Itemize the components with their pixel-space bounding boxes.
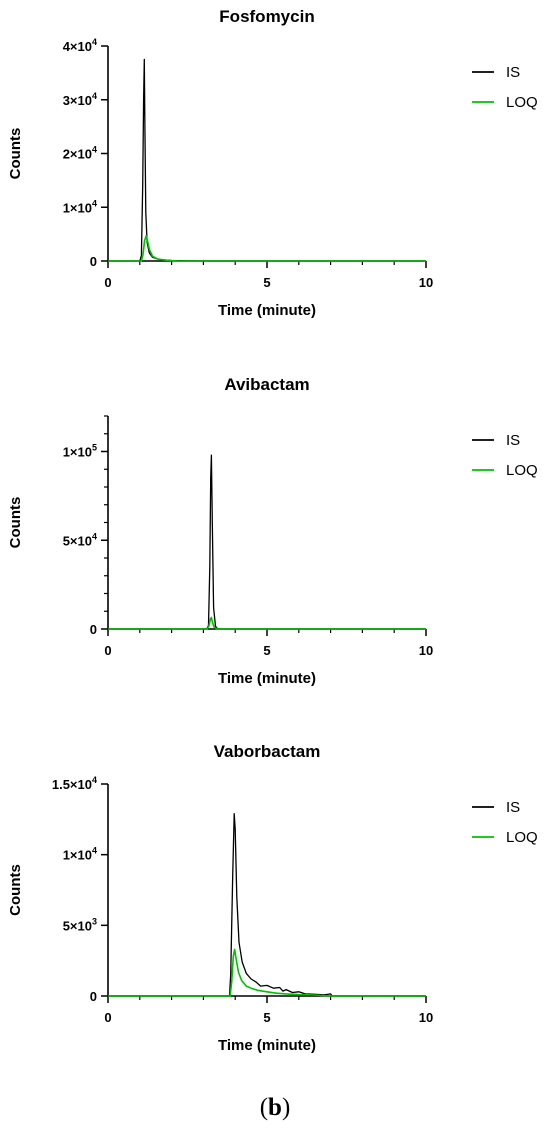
chart-title: Avibactam bbox=[224, 375, 309, 394]
x-axis-label: Time (minute) bbox=[218, 1037, 316, 1054]
x-tick-label: 5 bbox=[263, 1010, 270, 1025]
y-tick-base: 1×10 bbox=[63, 200, 92, 215]
y-tick-label: 5×103 bbox=[63, 916, 97, 933]
y-tick-label: 4×104 bbox=[63, 37, 97, 54]
y-tick-label: 1×104 bbox=[63, 198, 97, 215]
figure-label: (b) bbox=[260, 1094, 291, 1121]
x-tick-label: 10 bbox=[419, 643, 433, 658]
x-tick-label: 10 bbox=[419, 275, 433, 290]
chart-title: Vaborbactam bbox=[214, 742, 321, 761]
series-line-loq bbox=[108, 234, 426, 262]
y-tick-exponent: 4 bbox=[92, 531, 97, 541]
x-tick-label: 5 bbox=[263, 643, 270, 658]
legend-label-is: IS bbox=[506, 64, 520, 81]
series-line-loq bbox=[108, 616, 426, 630]
y-tick-base: 0 bbox=[90, 622, 97, 637]
figure-label-close: ) bbox=[282, 1094, 290, 1121]
y-tick-exponent: 3 bbox=[92, 916, 97, 926]
x-tick-label: 0 bbox=[104, 1010, 111, 1025]
y-tick-base: 3×10 bbox=[63, 93, 92, 108]
y-tick-label: 5×104 bbox=[63, 531, 97, 548]
figure-label-letter: b bbox=[268, 1094, 282, 1121]
y-tick-base: 4×10 bbox=[63, 39, 92, 54]
y-tick-exponent: 4 bbox=[92, 775, 97, 785]
y-tick-base: 0 bbox=[90, 989, 97, 1004]
x-tick-label: 10 bbox=[419, 1010, 433, 1025]
y-axis-label: Counts bbox=[7, 128, 24, 180]
legend-label-is: IS bbox=[506, 799, 520, 816]
y-tick-label: 1×105 bbox=[63, 443, 97, 460]
y-tick-exponent: 4 bbox=[92, 37, 97, 47]
y-axis-label: Counts bbox=[7, 864, 24, 916]
y-tick-exponent: 4 bbox=[92, 91, 97, 101]
x-tick-label: 5 bbox=[263, 275, 270, 290]
y-tick-label: 0 bbox=[90, 622, 97, 637]
x-axis-label: Time (minute) bbox=[218, 302, 316, 319]
y-axis-label: Counts bbox=[7, 497, 24, 549]
y-tick-base: 0 bbox=[90, 254, 97, 269]
x-tick-label: 0 bbox=[104, 275, 111, 290]
series-line-is bbox=[108, 58, 426, 262]
y-tick-base: 2×10 bbox=[63, 147, 92, 162]
figure-label-open: ( bbox=[260, 1094, 268, 1121]
y-tick-exponent: 4 bbox=[92, 198, 97, 208]
series-line-is bbox=[108, 813, 426, 997]
y-tick-label: 1×104 bbox=[63, 846, 97, 863]
legend-label-loq: LOQ bbox=[506, 462, 538, 479]
y-tick-base: 5×10 bbox=[63, 533, 92, 548]
series-line-loq bbox=[108, 948, 426, 997]
y-tick-label: 2×104 bbox=[63, 145, 97, 162]
y-tick-base: 1×10 bbox=[63, 848, 92, 863]
legend-label-loq: LOQ bbox=[506, 829, 538, 846]
y-tick-base: 1.5×10 bbox=[52, 777, 92, 792]
legend-label-is: IS bbox=[506, 432, 520, 449]
y-tick-label: 0 bbox=[90, 254, 97, 269]
y-tick-exponent: 4 bbox=[92, 145, 97, 155]
x-axis-label: Time (minute) bbox=[218, 670, 316, 687]
y-tick-exponent: 5 bbox=[92, 443, 97, 453]
y-tick-label: 0 bbox=[90, 989, 97, 1004]
series-line-is bbox=[108, 454, 426, 630]
x-tick-label: 0 bbox=[104, 643, 111, 658]
legend-label-loq: LOQ bbox=[506, 94, 538, 111]
y-tick-label: 1.5×104 bbox=[52, 775, 97, 792]
y-tick-exponent: 4 bbox=[92, 846, 97, 856]
chart-title: Fosfomycin bbox=[219, 7, 314, 26]
y-tick-base: 5×10 bbox=[63, 918, 92, 933]
y-tick-label: 3×104 bbox=[63, 91, 97, 108]
y-tick-base: 1×10 bbox=[63, 445, 92, 460]
